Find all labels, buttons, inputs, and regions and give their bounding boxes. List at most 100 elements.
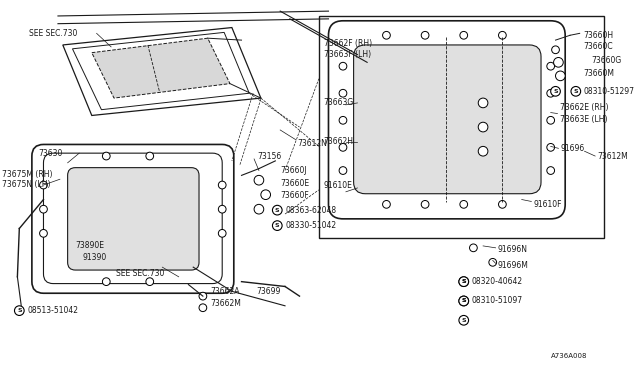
- Circle shape: [547, 62, 554, 70]
- Text: 73699: 73699: [256, 287, 280, 296]
- Circle shape: [460, 31, 468, 39]
- Circle shape: [499, 31, 506, 39]
- Circle shape: [102, 278, 110, 286]
- Text: 73660M: 73660M: [584, 70, 614, 78]
- Bar: [319, 16, 604, 238]
- Text: 73663F (LH): 73663F (LH): [324, 50, 371, 59]
- Text: 73630: 73630: [38, 149, 63, 158]
- Circle shape: [550, 86, 561, 96]
- Text: 91390: 91390: [82, 253, 106, 262]
- Text: 08363-62048: 08363-62048: [285, 206, 336, 215]
- Circle shape: [254, 204, 264, 214]
- Circle shape: [571, 86, 580, 96]
- Text: 08513-51042: 08513-51042: [27, 306, 78, 315]
- Text: 91696N: 91696N: [497, 245, 527, 254]
- Circle shape: [339, 62, 347, 70]
- Circle shape: [547, 167, 554, 174]
- Circle shape: [273, 221, 282, 230]
- Text: 73662M: 73662M: [211, 299, 241, 308]
- Text: 91696: 91696: [561, 144, 584, 153]
- Circle shape: [273, 205, 282, 215]
- Text: A736A008: A736A008: [550, 353, 587, 359]
- Circle shape: [470, 244, 477, 252]
- Text: 73890E: 73890E: [76, 241, 104, 250]
- Circle shape: [40, 181, 47, 189]
- Text: 73675N (LH): 73675N (LH): [2, 180, 51, 189]
- Circle shape: [552, 46, 559, 54]
- Text: S: S: [461, 279, 466, 284]
- Circle shape: [547, 89, 554, 97]
- FancyBboxPatch shape: [32, 144, 234, 293]
- FancyBboxPatch shape: [328, 21, 565, 219]
- Text: 08310-51297: 08310-51297: [584, 87, 634, 96]
- Text: 73660C: 73660C: [584, 42, 613, 51]
- Text: S: S: [275, 223, 280, 228]
- Text: S: S: [573, 89, 578, 94]
- Circle shape: [459, 296, 468, 306]
- Text: S: S: [461, 279, 466, 284]
- Text: 08320-40642: 08320-40642: [472, 277, 523, 286]
- FancyBboxPatch shape: [354, 45, 541, 194]
- Text: S: S: [553, 89, 558, 94]
- Text: 08310-51097: 08310-51097: [472, 296, 523, 305]
- Text: 73660F: 73660F: [280, 191, 309, 200]
- Circle shape: [460, 201, 468, 208]
- Circle shape: [40, 230, 47, 237]
- Circle shape: [478, 122, 488, 132]
- Text: SEE SEC.730: SEE SEC.730: [116, 269, 164, 278]
- Circle shape: [478, 98, 488, 108]
- Polygon shape: [92, 38, 230, 98]
- Circle shape: [218, 181, 226, 189]
- Text: 73663E (LH): 73663E (LH): [561, 115, 608, 124]
- Circle shape: [421, 201, 429, 208]
- Circle shape: [146, 152, 154, 160]
- Circle shape: [459, 296, 468, 306]
- FancyBboxPatch shape: [44, 153, 222, 283]
- Text: 73612N: 73612N: [298, 139, 328, 148]
- Text: 08330-51042: 08330-51042: [285, 221, 336, 230]
- Text: 73660H: 73660H: [584, 31, 614, 40]
- Circle shape: [254, 175, 264, 185]
- Circle shape: [421, 31, 429, 39]
- Text: S: S: [461, 298, 466, 304]
- Text: 73662A: 73662A: [211, 287, 240, 296]
- Text: 91696M: 91696M: [497, 261, 529, 270]
- Circle shape: [339, 144, 347, 151]
- Text: S: S: [461, 318, 466, 323]
- Circle shape: [489, 259, 497, 266]
- Circle shape: [547, 116, 554, 124]
- Circle shape: [102, 152, 110, 160]
- FancyBboxPatch shape: [68, 168, 199, 270]
- Circle shape: [40, 205, 47, 213]
- Text: S: S: [275, 208, 280, 213]
- Circle shape: [478, 147, 488, 156]
- Circle shape: [146, 278, 154, 286]
- Text: 73662E (RH): 73662E (RH): [561, 103, 609, 112]
- Circle shape: [339, 167, 347, 174]
- Circle shape: [459, 277, 468, 286]
- Text: 73660E: 73660E: [280, 179, 309, 187]
- Circle shape: [339, 89, 347, 97]
- Circle shape: [383, 31, 390, 39]
- Text: 91610F: 91610F: [533, 200, 562, 209]
- Text: 73662H: 73662H: [324, 137, 354, 146]
- Text: S: S: [17, 308, 22, 313]
- Circle shape: [199, 292, 207, 300]
- Text: S: S: [461, 298, 466, 304]
- Text: 73612M: 73612M: [597, 151, 628, 161]
- Circle shape: [547, 144, 554, 151]
- Circle shape: [459, 315, 468, 325]
- Circle shape: [459, 277, 468, 286]
- Circle shape: [199, 304, 207, 312]
- Circle shape: [218, 230, 226, 237]
- Circle shape: [383, 201, 390, 208]
- Circle shape: [339, 116, 347, 124]
- Text: 73660J: 73660J: [280, 166, 307, 175]
- Circle shape: [556, 71, 565, 81]
- Text: 73156: 73156: [257, 151, 281, 161]
- Circle shape: [499, 201, 506, 208]
- Circle shape: [554, 58, 563, 67]
- Text: 73660G: 73660G: [591, 56, 621, 65]
- Text: 73663G: 73663G: [324, 99, 354, 108]
- Text: SEE SEC.730: SEE SEC.730: [29, 29, 77, 38]
